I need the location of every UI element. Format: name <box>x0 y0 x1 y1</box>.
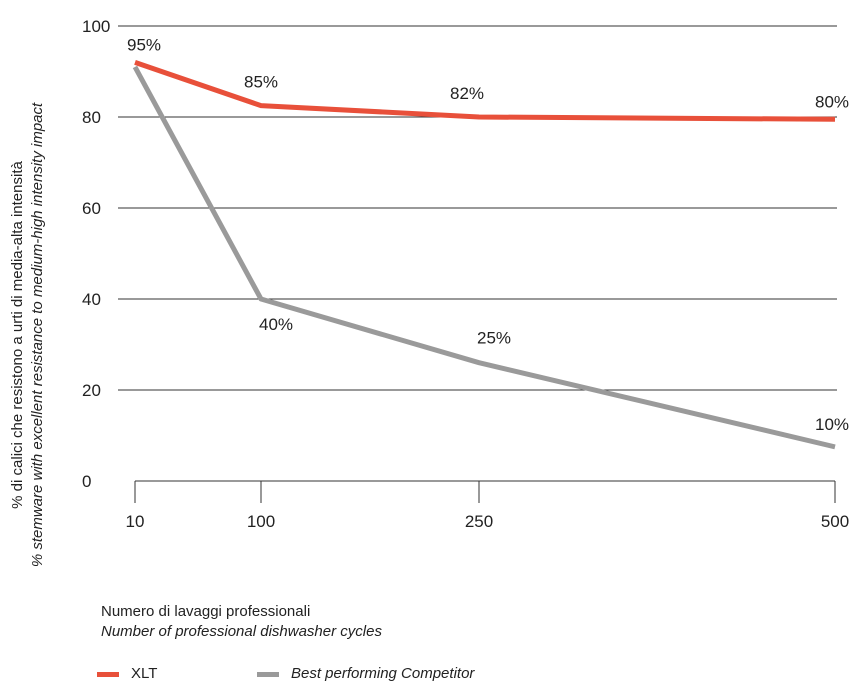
x-axis-label-line2: Number of professional dishwasher cycles <box>101 623 382 640</box>
x-tick-label-500: 500 <box>821 512 849 531</box>
x-tick-label-100: 100 <box>247 512 275 531</box>
y-tick-label-40: 40 <box>82 290 101 309</box>
legend-swatch-competitor <box>257 671 279 677</box>
y-tick-label-20: 20 <box>82 381 101 400</box>
x-axis-label-line1: Numero di lavaggi professionali <box>101 603 311 620</box>
legend-label-competitor: Best performing Competitor <box>291 665 475 682</box>
data-label-xlt-500: 80% <box>815 92 849 111</box>
legend-label-xlt: XLT <box>131 665 158 682</box>
x-tick-label-10: 10 <box>126 512 145 531</box>
data-label-xlt-10: 95% <box>127 35 161 54</box>
y-axis-label-line1: % di calici che resistono a urti di medi… <box>9 161 26 509</box>
legend-swatch-xlt <box>97 671 119 677</box>
series-line-competitor <box>132 65 836 450</box>
data-label-competitor-500: 10% <box>815 415 849 434</box>
data-label-xlt-100: 85% <box>244 73 278 92</box>
y-tick-label-80: 80 <box>82 108 101 127</box>
y-tick-label-100: 100 <box>82 17 110 36</box>
legend-item-competitor: Best performing Competitor <box>257 665 474 682</box>
x-axis <box>134 480 836 503</box>
y-tick-label-60: 60 <box>82 199 101 218</box>
x-tick-label-250: 250 <box>465 512 493 531</box>
series-lines <box>132 60 836 450</box>
data-label-competitor-250: 25% <box>477 329 511 348</box>
data-labels: 95% 85% 82% 80% 40% 25% 10% <box>127 35 849 433</box>
series-line-xlt <box>134 60 836 122</box>
data-label-xlt-250: 82% <box>450 84 484 103</box>
data-label-competitor-100: 40% <box>259 315 293 334</box>
y-tick-label-0: 0 <box>82 472 91 491</box>
y-axis-label-line2: % stemware with excellent resistance to … <box>29 102 46 567</box>
x-tick-labels: 10 100 250 500 <box>126 512 850 531</box>
y-tick-labels: 0 20 40 60 80 100 <box>82 17 110 491</box>
x-axis-label: Numero di lavaggi professionali Number o… <box>101 602 382 642</box>
legend-item-xlt: XLT <box>97 665 157 682</box>
